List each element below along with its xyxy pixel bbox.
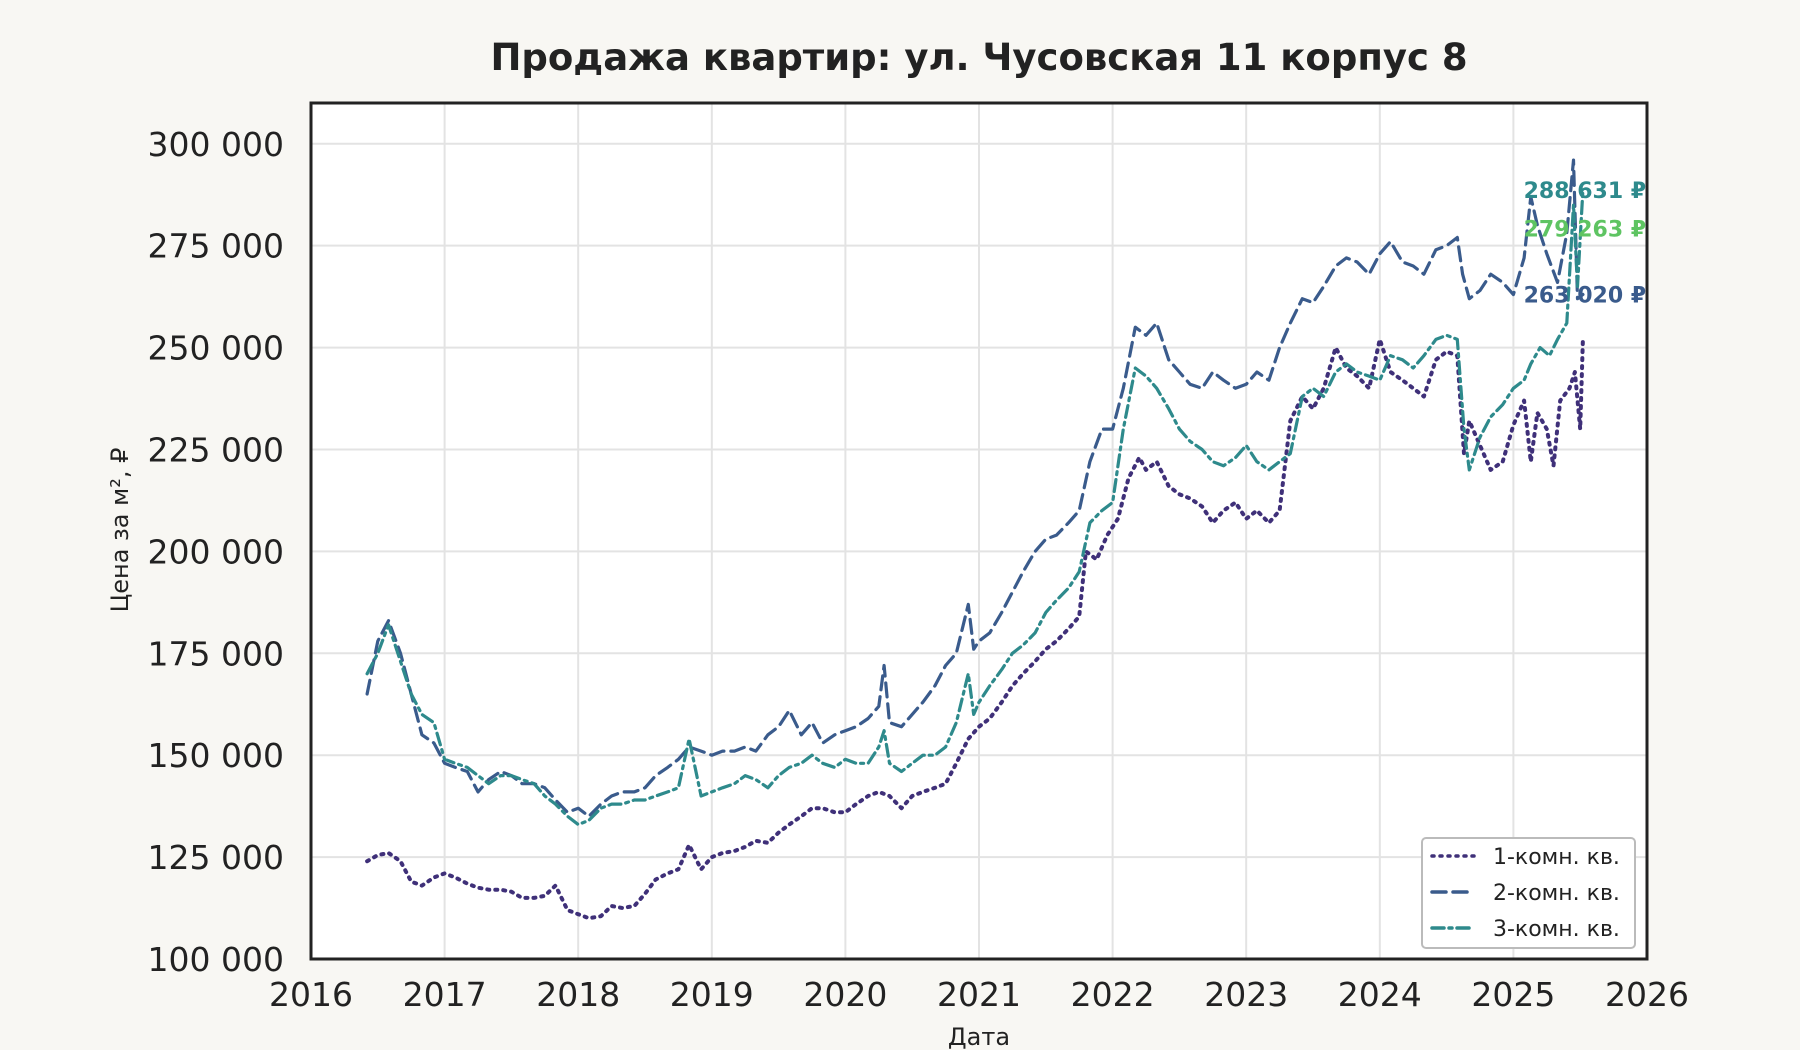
x-tick-label: 2023 (1204, 975, 1288, 1014)
y-tick-label: 100 000 (148, 940, 284, 979)
series-end-label: 263 020 ₽ (1524, 283, 1646, 308)
y-tick-label: 200 000 (148, 532, 284, 571)
y-axis-label: Цена за м², ₽ (106, 448, 134, 613)
series-line (365, 158, 1585, 818)
x-axis-label: Дата (948, 1023, 1010, 1050)
y-tick-label: 275 000 (148, 227, 284, 266)
series-line (365, 188, 1585, 827)
x-tick-label: 2022 (1071, 975, 1155, 1014)
series-end-label: 279 263 ₽ (1524, 217, 1646, 242)
series-end-label: 288 631 ₽ (1524, 179, 1646, 204)
legend-box (1421, 837, 1636, 949)
y-tick-label: 125 000 (148, 838, 284, 877)
x-tick-label: 2019 (670, 975, 754, 1014)
chart-title: Продажа квартир: ул. Чусовская 11 корпус… (490, 36, 1467, 79)
x-axis-ticks: 2016 2017 2018 2019 2020 2021 2022 2023 2024 2025… (269, 975, 1689, 1014)
x-tick-label: 2026 (1605, 975, 1689, 1014)
legend-label: 1-комн. кв. (1493, 845, 1620, 870)
end-labels: 263 020 ₽ 288 631 ₽ 279 263 ₽ (1524, 179, 1646, 308)
y-tick-label: 300 000 (148, 125, 284, 164)
y-tick-label: 250 000 (148, 329, 284, 368)
x-tick-label: 2020 (803, 975, 887, 1014)
x-tick-label: 2021 (937, 975, 1021, 1014)
plot-frame (309, 101, 1649, 961)
legend-label: 2-комн. кв. (1493, 881, 1620, 906)
series-group (365, 158, 1585, 921)
y-tick-label: 150 000 (148, 736, 284, 775)
y-tick-label: 175 000 (148, 634, 284, 673)
x-tick-label: 2024 (1338, 975, 1422, 1014)
x-tick-label: 2016 (269, 975, 353, 1014)
legend: 1-комн. кв. 2-комн. кв. 3-комн. кв. (1421, 837, 1636, 949)
y-axis-ticks: 100 000 125 000 150 000 175 000 200 000 225 0… (148, 125, 284, 979)
x-tick-label: 2017 (403, 975, 487, 1014)
x-tick-label: 2018 (536, 975, 620, 1014)
series-line (365, 337, 1585, 921)
x-tick-label: 2025 (1471, 975, 1555, 1014)
y-tick-label: 225 000 (148, 430, 284, 469)
legend-label: 3-комн. кв. (1493, 917, 1620, 942)
